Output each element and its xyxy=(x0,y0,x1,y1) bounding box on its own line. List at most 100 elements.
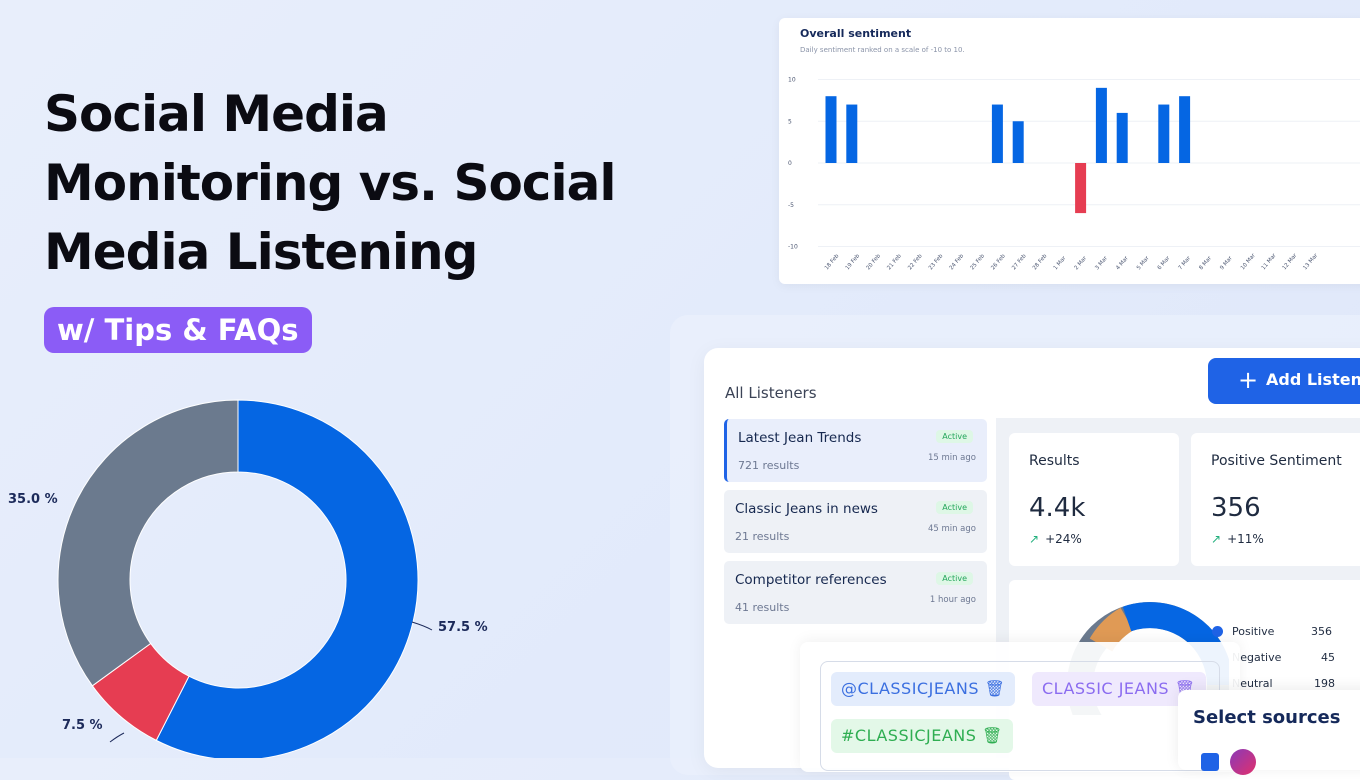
listener-results: 21 results xyxy=(735,530,790,543)
listener-time: 45 min ago xyxy=(927,524,976,534)
chart-subtitle: Daily sentiment ranked on a scale of -10… xyxy=(800,46,965,54)
x-tick-label: 8 Mar xyxy=(1198,255,1213,271)
x-tick-label: 11 Mar xyxy=(1261,252,1278,271)
plus-icon: + xyxy=(1238,366,1259,394)
stat-label: Positive Sentiment xyxy=(1211,453,1342,469)
instagram-icon xyxy=(1230,749,1256,775)
keyword-text: #CLASSICJEANS xyxy=(841,726,977,745)
keyword-text: CLASSIC JEANS xyxy=(1042,679,1170,698)
stat-value: 356 xyxy=(1211,493,1261,523)
stat-change: +11% xyxy=(1227,532,1264,546)
x-tick-label: 22 Feb xyxy=(907,253,924,271)
slice-positive xyxy=(155,399,419,758)
y-tick-label: 0 xyxy=(788,160,792,167)
donut-label-blue: 57.5 % xyxy=(438,620,488,635)
bar xyxy=(1158,104,1170,163)
add-listener-label: Add Listener xyxy=(1266,370,1360,389)
trend-up-icon: ↗ xyxy=(1029,532,1040,546)
sources-title: Select sources xyxy=(1193,707,1341,728)
bar xyxy=(825,96,837,163)
headline-title: Social Media Monitoring vs. Social Media… xyxy=(44,85,616,281)
x-tick-label: 18 Feb xyxy=(824,253,841,271)
leader-line xyxy=(411,621,433,631)
stat-change: +24% xyxy=(1045,532,1082,546)
trash-icon[interactable]: 🗑 xyxy=(982,726,1003,745)
trend-up-icon: ↗ xyxy=(1211,532,1222,546)
legend-label: Negative xyxy=(1232,651,1282,664)
select-sources-card: Select sources xyxy=(1178,690,1360,775)
legend-label: Positive xyxy=(1232,625,1275,638)
keyword-text: @CLASSICJEANS xyxy=(841,679,979,698)
x-tick-label: 6 Mar xyxy=(1157,255,1172,271)
tips-badge: w/ Tips & FAQs xyxy=(44,307,312,353)
keyword-tag[interactable]: CLASSIC JEANS 🗑 xyxy=(1032,672,1206,706)
listener-item[interactable]: Competitor references 41 results Active … xyxy=(724,561,987,624)
x-tick-label: 2 Mar xyxy=(1074,255,1089,271)
bar xyxy=(1179,96,1191,163)
legend-value: 198 xyxy=(1314,677,1335,690)
chart-title: Overall sentiment xyxy=(800,27,912,40)
trash-icon[interactable]: 🗑 xyxy=(984,679,1006,698)
listener-time: 15 min ago xyxy=(927,453,976,463)
stat-card-results: Results 4.4k ↗ +24% xyxy=(1009,433,1179,566)
x-tick-label: 9 Mar xyxy=(1219,255,1234,271)
y-tick-label: 5 xyxy=(788,118,792,125)
x-tick-label: 28 Feb xyxy=(1032,253,1049,271)
donut-label-gray: 35.0 % xyxy=(8,492,58,507)
bar xyxy=(1116,112,1128,163)
listeners-heading: All Listeners xyxy=(725,384,817,402)
bar xyxy=(1075,163,1087,214)
x-tick-label: 3 Mar xyxy=(1094,255,1109,271)
stat-label: Results xyxy=(1029,453,1080,469)
stat-card-positive: Positive Sentiment 356 ↗ +11% xyxy=(1191,433,1360,566)
donut-label-red: 7.5 % xyxy=(62,718,103,733)
status-badge: Active xyxy=(936,430,973,443)
listener-results: 721 results xyxy=(738,459,800,472)
x-tick-label: 5 Mar xyxy=(1136,255,1151,271)
x-tick-label: 19 Feb xyxy=(845,253,862,271)
x-tick-label: 25 Feb xyxy=(970,253,987,271)
checkbox[interactable] xyxy=(1201,753,1219,771)
listener-name: Classic Jeans in news xyxy=(735,501,878,517)
x-tick-label: 13 Mar xyxy=(1302,252,1319,271)
x-tick-label: 12 Mar xyxy=(1282,252,1299,271)
listener-time: 1 hour ago xyxy=(929,595,976,605)
y-tick-label: -10 xyxy=(788,244,798,251)
x-tick-label: 10 Mar xyxy=(1240,252,1257,271)
x-tick-label: 20 Feb xyxy=(866,253,883,271)
x-tick-label: 1 Mar xyxy=(1053,255,1068,271)
bar xyxy=(846,104,858,163)
add-listener-button[interactable]: + Add Listener xyxy=(1208,358,1360,404)
listener-name: Latest Jean Trends xyxy=(738,430,862,446)
x-tick-label: 23 Feb xyxy=(928,253,945,271)
x-tick-label: 7 Mar xyxy=(1178,255,1193,271)
x-tick-label: 26 Feb xyxy=(990,253,1007,271)
slice-neutral xyxy=(57,399,239,687)
x-tick-label: 24 Feb xyxy=(949,253,966,271)
keyword-tag[interactable]: @CLASSICJEANS 🗑 xyxy=(831,672,1016,706)
x-tick-label: 27 Feb xyxy=(1011,253,1028,271)
legend-label: Neutral xyxy=(1232,677,1273,690)
x-tick-label: 21 Feb xyxy=(886,253,903,271)
bar xyxy=(1095,87,1107,163)
listener-results: 41 results xyxy=(735,601,790,614)
x-tick-label: 4 Mar xyxy=(1115,255,1130,271)
status-badge: Active xyxy=(936,501,973,514)
donut-chart xyxy=(57,399,433,758)
listener-name: Competitor references xyxy=(735,572,887,588)
legend-value: 356 xyxy=(1311,625,1332,638)
bar xyxy=(1012,121,1024,163)
leader-line xyxy=(109,732,125,743)
sentiment-card: Overall sentiment Daily sentiment ranked… xyxy=(779,18,1360,284)
keyword-tag[interactable]: #CLASSICJEANS 🗑 xyxy=(831,719,1013,753)
legend-value: 45 xyxy=(1321,651,1335,664)
status-badge: Active xyxy=(936,572,973,585)
listener-item[interactable]: Classic Jeans in news 21 results Active … xyxy=(724,490,987,553)
bar xyxy=(991,104,1003,163)
stat-value: 4.4k xyxy=(1029,493,1086,523)
y-tick-label: -5 xyxy=(788,202,794,209)
y-tick-label: 10 xyxy=(788,77,796,84)
listener-item[interactable]: Latest Jean Trends 721 results Active 15… xyxy=(724,419,987,482)
smile-icon xyxy=(1212,626,1223,637)
